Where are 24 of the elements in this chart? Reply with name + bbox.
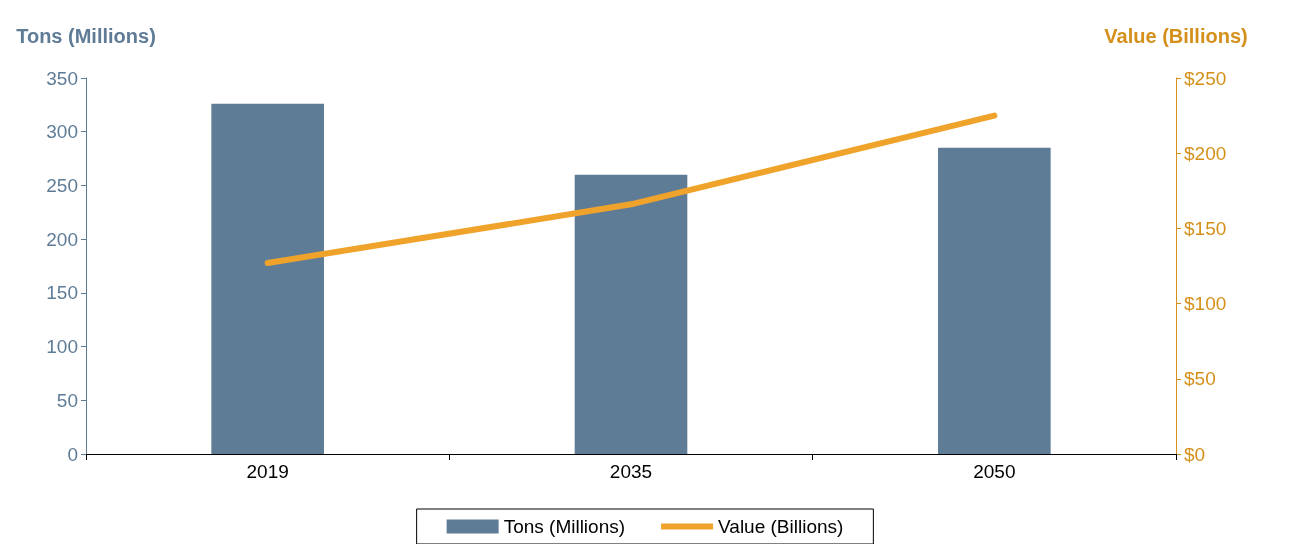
y-tick-label: 300	[46, 121, 78, 143]
bar	[211, 103, 324, 454]
x-tick-label: 2019	[246, 461, 289, 482]
legend-label: Tons (Millions)	[503, 516, 626, 537]
y2-tick-label: $100	[1184, 293, 1227, 315]
y-tick-label: 200	[46, 228, 78, 250]
y2-tick-label: $250	[1184, 67, 1227, 89]
y-tick-label: 0	[67, 443, 78, 465]
y2-tick-label: $150	[1184, 217, 1227, 239]
y2-tick-label: $0	[1184, 443, 1206, 465]
y-tick-label: 250	[46, 174, 78, 196]
y-tick-label: 50	[56, 389, 78, 411]
legend-label: Value (Billions)	[718, 516, 844, 537]
y2-axis-title: Value (Billions)	[1104, 25, 1248, 47]
y2-tick-label: $200	[1184, 142, 1227, 164]
y2-tick-label: $50	[1184, 368, 1216, 390]
bar	[938, 147, 1051, 454]
y-tick-label: 150	[46, 282, 78, 304]
x-tick-label: 2035	[609, 461, 653, 482]
bar	[574, 174, 688, 454]
y-tick-label: 350	[46, 67, 78, 89]
y-tick-label: 100	[46, 336, 78, 358]
x-tick-label: 2050	[973, 461, 1016, 482]
y-axis-title: Tons (Millions)	[16, 25, 156, 47]
